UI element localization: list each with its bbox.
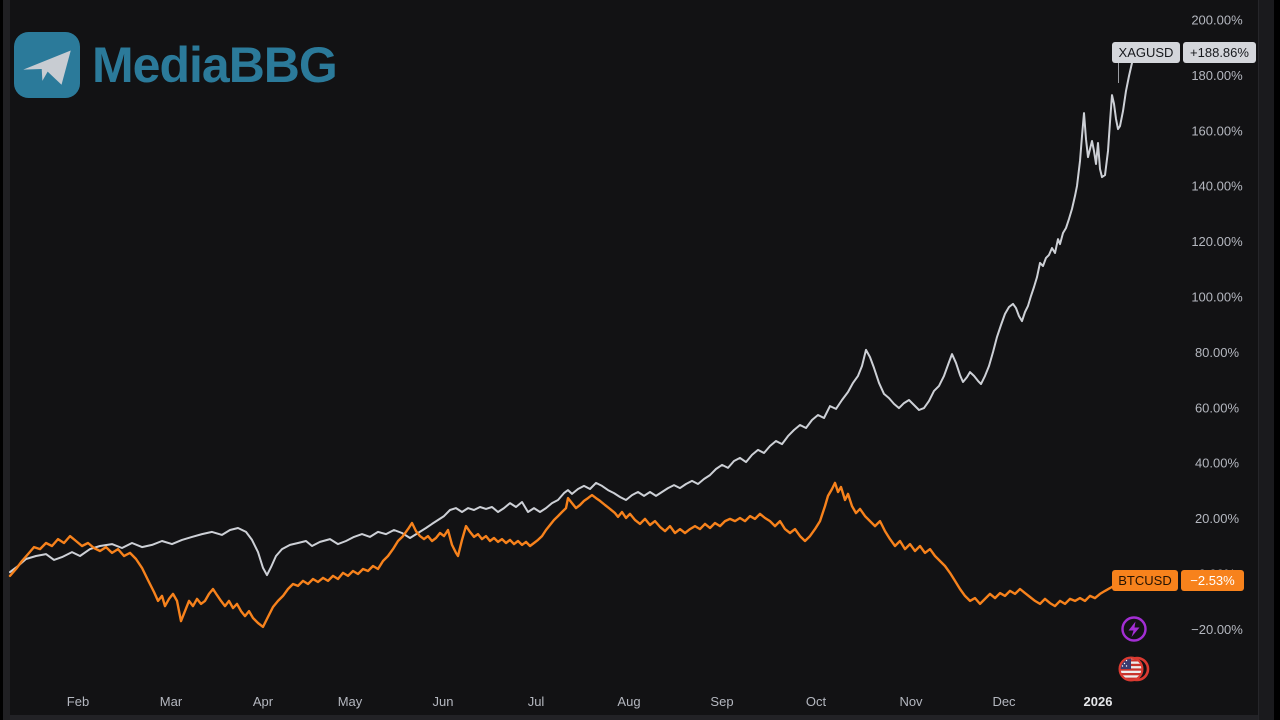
y-axis-tick: 100.00% <box>1191 290 1243 305</box>
y-axis-tick: −20.00% <box>1191 622 1243 637</box>
x-axis-tick: Dec <box>992 694 1016 709</box>
xagusd-line <box>9 49 1141 577</box>
x-axis-tick: 2026 <box>1084 694 1113 709</box>
xagusd-price-label: +188.86% <box>1183 42 1256 63</box>
x-axis-tick: Jul <box>528 694 545 709</box>
right-gutter <box>1258 0 1274 720</box>
x-axis-tick: Sep <box>710 694 733 709</box>
y-axis-tick: 20.00% <box>1195 511 1240 526</box>
brand-name: MediaBBG <box>92 37 338 93</box>
left-gutter <box>3 0 10 720</box>
x-axis-tick: Oct <box>806 694 827 709</box>
y-axis-tick: 200.00% <box>1191 13 1243 28</box>
x-axis-tick: Nov <box>899 694 923 709</box>
lightning-icon <box>1121 616 1147 642</box>
x-axis-tick: Mar <box>160 694 183 709</box>
brand-logo: MediaBBG <box>14 32 338 98</box>
us-flag-icon <box>1118 656 1150 682</box>
time-axis[interactable] <box>10 688 1258 715</box>
y-axis-tick: 180.00% <box>1191 68 1243 83</box>
x-axis-tick: Feb <box>67 694 89 709</box>
btcusd-line <box>8 481 1137 629</box>
chart-widget-background <box>10 0 1258 720</box>
y-axis-tick: 80.00% <box>1195 345 1240 360</box>
y-axis-tick: 140.00% <box>1191 179 1243 194</box>
btcusd-price-label: −2.53% <box>1181 570 1244 591</box>
x-axis-tick: Aug <box>617 694 640 709</box>
y-axis-tick: 40.00% <box>1195 456 1240 471</box>
bottom-edge <box>10 715 1258 720</box>
corner-icons <box>1118 616 1150 682</box>
x-axis-tick: Apr <box>253 694 274 709</box>
x-axis-tick: May <box>338 694 363 709</box>
xagusd-symbol-badge: XAGUSD <box>1112 42 1180 63</box>
x-axis-tick: Jun <box>433 694 454 709</box>
btcusd-symbol-badge: BTCUSD <box>1112 570 1178 591</box>
y-axis-tick: 60.00% <box>1195 400 1240 415</box>
telegram-plane-icon <box>14 32 80 98</box>
y-axis-tick: 120.00% <box>1191 234 1243 249</box>
y-axis-tick: 160.00% <box>1191 123 1243 138</box>
